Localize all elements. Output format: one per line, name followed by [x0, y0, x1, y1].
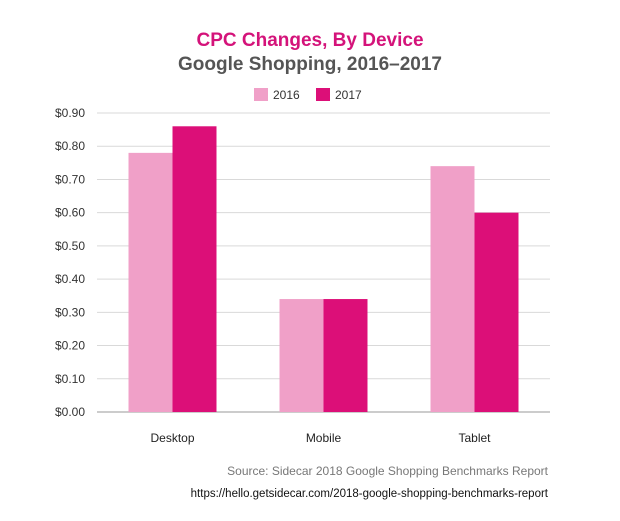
y-tick-label: $0.40 [55, 272, 85, 286]
legend-swatch [316, 88, 330, 101]
source-url[interactable]: https://hello.getsidecar.com/2018-google… [190, 488, 548, 500]
legend-label: 2017 [335, 88, 362, 102]
chart: CPC Changes, By Device Google Shopping, … [55, 30, 550, 445]
y-tick-label: $0.50 [55, 239, 85, 253]
legend-swatch [254, 88, 268, 101]
bars [128, 126, 519, 413]
y-tick-label: $0.70 [55, 172, 85, 186]
bar-mobile-2016 [279, 299, 324, 412]
y-tick-label: $0.20 [55, 339, 85, 353]
legend: 2016 2017 [254, 88, 362, 102]
bar-desktop-2016 [128, 152, 173, 412]
bar-mobile-2017 [323, 299, 368, 412]
x-category-label: Desktop [150, 431, 194, 445]
x-axis-labels: Desktop Mobile Tablet [150, 431, 491, 445]
legend-label: 2016 [273, 88, 300, 102]
chart-subtitle: Google Shopping, 2016–2017 [178, 54, 442, 75]
bar-tablet-2016 [430, 166, 475, 412]
y-tick-label: $0.10 [55, 372, 85, 386]
x-category-label: Tablet [458, 431, 491, 445]
x-category-label: Mobile [306, 431, 342, 445]
chart-title: CPC Changes, By Device [196, 30, 423, 51]
y-tick-label: $0.60 [55, 206, 85, 220]
y-tick-label: $0.00 [55, 405, 85, 419]
y-tick-label: $0.30 [55, 305, 85, 319]
source-text: Source: Sidecar 2018 Google Shopping Ben… [227, 464, 548, 478]
bar-tablet-2017 [474, 212, 519, 412]
bar-desktop-2017 [172, 126, 217, 413]
y-tick-label: $0.90 [55, 106, 85, 120]
y-tick-label: $0.80 [55, 139, 85, 153]
